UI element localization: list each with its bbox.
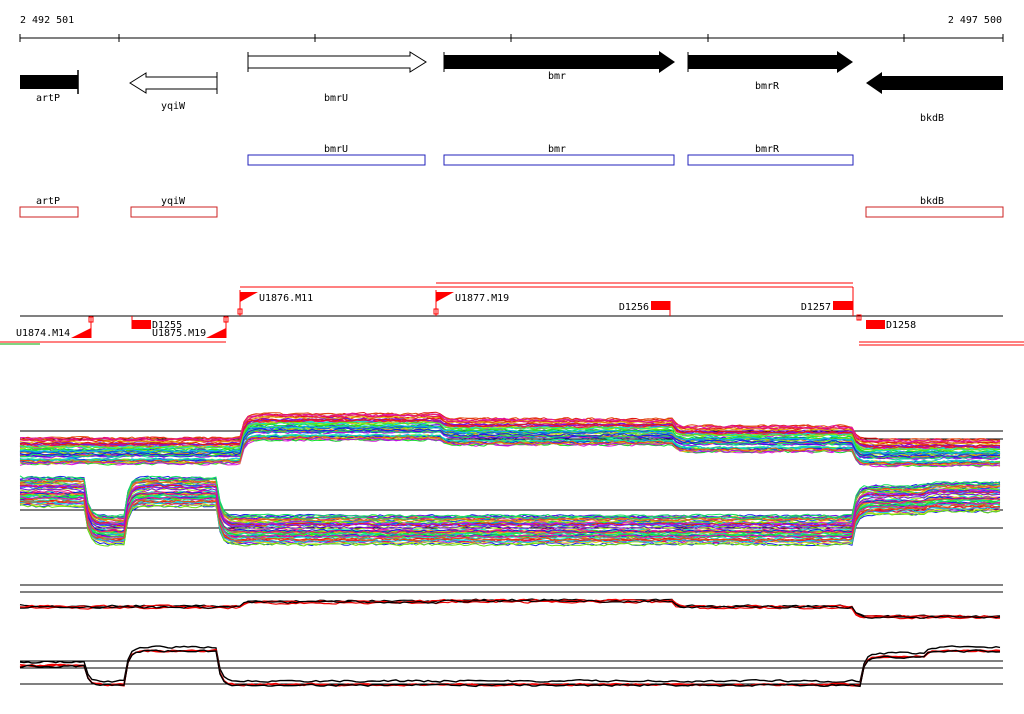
gene-bkdB[interactable]: bkdB (866, 72, 1003, 124)
expression-track-reverse (19, 475, 1003, 547)
blue-annotation-track: bmrU bmr bmrR (247, 144, 854, 166)
feature-U1876-M11[interactable]: U1876.M11 (237, 290, 313, 316)
feature-U1877-M19[interactable]: U1877.M19 (433, 290, 509, 316)
red-box-label-bkdB: bkdB (920, 196, 944, 207)
gene-label-bmr: bmr (548, 71, 566, 82)
feature-D1256[interactable]: D1256 (619, 301, 671, 316)
multi-sample-lines-forward (19, 411, 1001, 468)
expression-profile-line (19, 476, 1001, 519)
expression-profile-line (19, 421, 1001, 452)
expression-profile-line (19, 429, 1001, 460)
feature-label-U1875-M19: U1875.M19 (152, 328, 206, 339)
feature-label-U1877-M19: U1877.M19 (455, 293, 509, 304)
summary-track-forward (19, 584, 1003, 620)
feature-track: U1876.M11 U1877.M19 D1256 D1257 (0, 282, 1024, 346)
blue-box-bmr[interactable]: bmr (443, 144, 675, 166)
feature-label-D1258: D1258 (886, 320, 916, 331)
expression-profile-line (19, 475, 1001, 518)
gene-label-bkdB: bkdB (920, 113, 944, 124)
expression-profile-line (20, 599, 1001, 619)
end-coordinate: 2 497 500 (948, 15, 1002, 26)
summary-track-reverse (19, 645, 1003, 688)
blue-box-label-bmrR: bmrR (755, 144, 780, 155)
expression-profile-line (19, 484, 1001, 527)
expression-profile-line (19, 413, 1001, 444)
expression-profile-line (19, 600, 1001, 620)
expression-profile-line (19, 484, 1001, 527)
gene-bmrU[interactable]: bmrU (247, 51, 427, 104)
expression-track-forward (19, 411, 1003, 468)
expression-profile-line (19, 496, 1001, 539)
gene-label-yqiW: yqiW (161, 101, 186, 112)
feature-U1874-M14[interactable]: U1874.M14 (0, 316, 94, 345)
expression-profile-line (19, 491, 1001, 534)
feature-label-D1255: D1255 (152, 320, 182, 331)
summary-lines-forward (19, 598, 1001, 620)
expression-profile-line (19, 498, 1001, 541)
start-coordinate: 2 492 501 (20, 15, 74, 26)
expression-profile-line (19, 418, 1001, 448)
gene-track: artP yqiW bmrU bmr bmrR bkdB (20, 51, 1003, 124)
feature-D1257[interactable]: D1257 (801, 287, 854, 316)
expression-profile-line (19, 417, 1001, 449)
red-box-label-yqiW: yqiW (161, 196, 186, 207)
expression-profile-line (19, 504, 1001, 547)
blue-box-bmrU[interactable]: bmrU (247, 144, 426, 166)
expression-profile-line (19, 427, 1001, 458)
expression-profile-line (19, 420, 1001, 452)
expression-profile-line (19, 435, 1001, 466)
feature-D1258[interactable]: D1258 (856, 314, 1024, 346)
red-annotation-track: artP yqiW bkdB (19, 196, 1004, 218)
expression-profile-line (19, 487, 1001, 530)
expression-profile-line (19, 645, 1001, 684)
blue-box-label-bmr: bmr (548, 144, 566, 155)
feature-label-D1256: D1256 (619, 302, 649, 313)
gene-label-bmrU: bmrU (324, 93, 348, 104)
expression-profile-line (19, 424, 1001, 455)
feature-label-U1874-M14: U1874.M14 (16, 328, 70, 339)
red-box-bkdB[interactable]: bkdB (865, 196, 1004, 218)
blue-box-label-bmrU: bmrU (324, 144, 348, 155)
red-box-yqiW[interactable]: yqiW (130, 196, 218, 218)
expression-profile-line (19, 477, 1001, 520)
gene-label-artP: artP (36, 93, 60, 104)
expression-profile-line (19, 491, 1001, 535)
red-box-artP[interactable]: artP (19, 196, 79, 218)
expression-profile-line (19, 479, 1001, 522)
summary-lines-reverse (19, 645, 1001, 688)
expression-profile-line (19, 499, 1001, 542)
feature-D1255[interactable]: D1255 (131, 316, 182, 331)
gene-label-bmrR: bmrR (755, 81, 780, 92)
gene-yqiW[interactable]: yqiW (129, 72, 218, 112)
feature-label-U1876-M11: U1876.M11 (259, 293, 313, 304)
expression-profile-line (19, 501, 1001, 544)
multi-sample-lines-reverse (19, 475, 1001, 547)
feature-label-D1257: D1257 (801, 302, 831, 313)
gene-artP[interactable]: artP (20, 70, 79, 104)
expression-profile-line (19, 649, 1001, 688)
gene-bmrR[interactable]: bmrR (687, 51, 853, 92)
red-box-label-artP: artP (36, 196, 60, 207)
feature-U1875-M19[interactable]: U1875.M19 (91, 316, 229, 343)
gene-bmr[interactable]: bmr (443, 51, 675, 82)
coordinate-ruler: 2 492 501 2 497 500 (19, 15, 1004, 42)
expression-profile-line (19, 433, 1001, 464)
blue-box-bmrR[interactable]: bmrR (687, 144, 854, 166)
